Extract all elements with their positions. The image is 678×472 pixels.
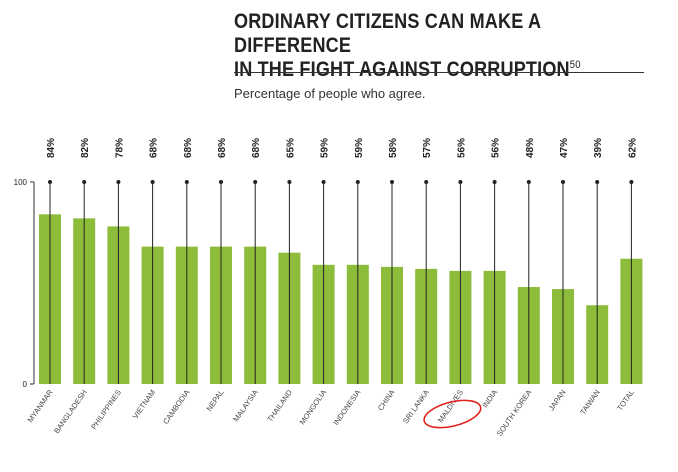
- value-label-vietnam: 68%: [149, 138, 160, 158]
- stem-dot-china: [390, 180, 394, 184]
- stem-dot-bangladesh: [82, 180, 87, 184]
- category-label-india: INDIA: [480, 388, 499, 410]
- value-label-maldives: 56%: [456, 138, 467, 158]
- y-tick-label-100: 100: [14, 178, 28, 187]
- chart-title: ORDINARY CITIZENS CAN MAKE A DIFFERENCE …: [234, 10, 595, 82]
- value-label-japan: 47%: [559, 138, 570, 158]
- value-label-cambodia: 68%: [183, 138, 194, 158]
- value-label-malaysia: 68%: [251, 138, 262, 158]
- value-label-indonesia: 59%: [354, 138, 365, 158]
- y-tick-label-0: 0: [23, 380, 28, 389]
- category-label-nepal: NEPAL: [204, 388, 225, 413]
- category-label-malaysia: MALAYSIA: [231, 388, 260, 423]
- value-label-sri-lanka: 57%: [422, 138, 433, 158]
- value-label-nepal: 68%: [217, 138, 228, 158]
- category-label-taiwan: TAIWAN: [578, 388, 602, 416]
- category-label-bangladesh: BANGLADESH: [52, 388, 89, 435]
- stem-dot-cambodia: [184, 180, 189, 184]
- stem-dot-thailand: [287, 180, 292, 184]
- value-label-mongolia: 59%: [320, 138, 331, 158]
- value-label-south-korea: 48%: [525, 138, 536, 158]
- category-label-myanmar: MYANMAR: [26, 388, 55, 425]
- category-label-indonesia: INDONESIA: [331, 388, 362, 427]
- stem-dot-sri-lanka: [424, 180, 429, 184]
- category-label-china: CHINA: [376, 388, 397, 412]
- chart-title-line-2: IN THE FIGHT AGAINST CORRUPTION50: [234, 58, 595, 82]
- stem-dot-philippines: [116, 180, 121, 184]
- stem-dot-mongolia: [321, 180, 326, 184]
- chart-subtitle: Percentage of people who agree.: [234, 86, 426, 101]
- stem-dot-south-korea: [526, 180, 531, 184]
- stem-dot-total: [629, 180, 634, 184]
- stem-dot-japan: [561, 180, 565, 184]
- category-label-vietnam: VIETNAM: [131, 388, 157, 420]
- value-label-bangladesh: 82%: [80, 138, 91, 158]
- title-divider: [234, 72, 644, 73]
- category-label-total: TOTAL: [615, 388, 636, 412]
- stem-dot-vietnam: [150, 180, 155, 184]
- chart-title-line-1: ORDINARY CITIZENS CAN MAKE A DIFFERENCE: [234, 10, 541, 57]
- value-label-china: 58%: [388, 138, 399, 158]
- category-label-philippines: PHILIPPINES: [89, 388, 123, 431]
- category-label-sri-lanka: SRI LANKA: [401, 388, 431, 425]
- value-label-thailand: 65%: [285, 138, 296, 158]
- stem-dot-taiwan: [595, 180, 600, 184]
- highlight-circle-maldives: [423, 399, 482, 429]
- footnote-marker: 50: [569, 59, 581, 71]
- value-label-total: 62%: [627, 138, 638, 158]
- value-label-taiwan: 39%: [593, 138, 604, 158]
- stem-dot-indonesia: [355, 180, 360, 184]
- category-label-south-korea: SOUTH KOREA: [495, 388, 534, 438]
- category-label-cambodia: CAMBODIA: [161, 388, 191, 426]
- category-label-thailand: THAILAND: [265, 388, 294, 424]
- category-label-japan: JAPAN: [547, 388, 568, 413]
- stem-dot-myanmar: [48, 180, 52, 184]
- chart-title-line-2-text: IN THE FIGHT AGAINST CORRUPTION: [234, 58, 570, 81]
- stem-dot-malaysia: [253, 180, 258, 184]
- stem-dot-nepal: [219, 180, 223, 184]
- stem-dot-india: [492, 180, 497, 184]
- value-label-india: 56%: [491, 138, 502, 158]
- category-label-mongolia: MONGOLIA: [298, 388, 329, 426]
- value-label-myanmar: 84%: [46, 138, 57, 158]
- stem-dot-maldives: [458, 180, 463, 184]
- value-label-philippines: 78%: [114, 138, 125, 158]
